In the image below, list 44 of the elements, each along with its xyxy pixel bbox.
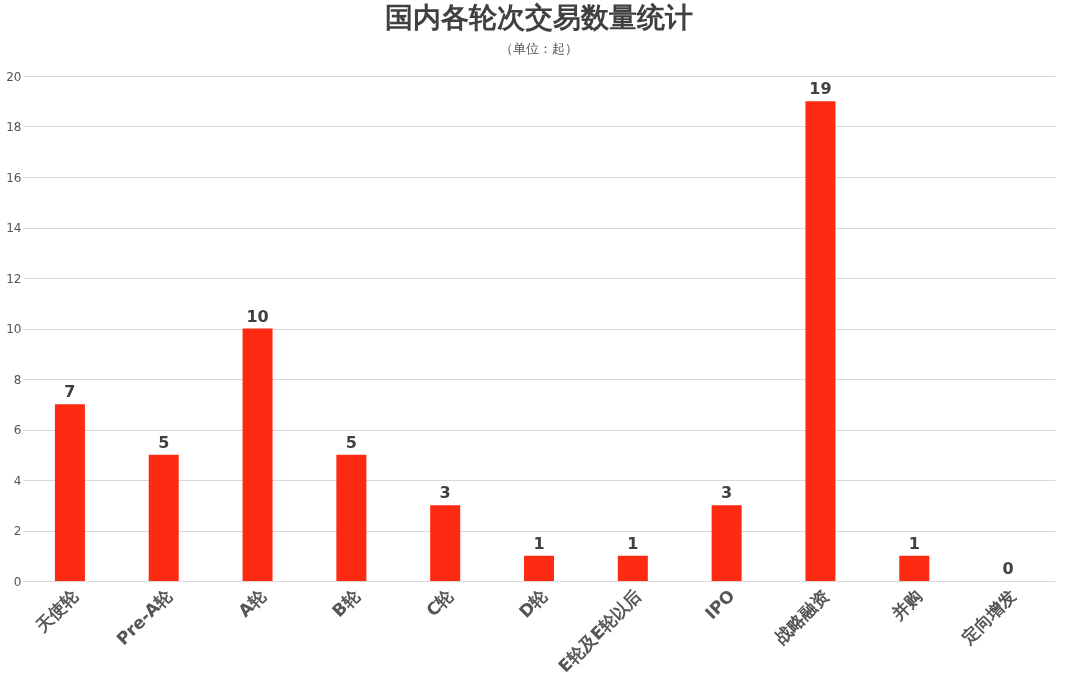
bar	[617, 555, 648, 581]
data-label: 10	[246, 306, 269, 326]
y-tick-label: 14	[6, 221, 22, 235]
data-label: 0	[1002, 559, 1014, 578]
x-tick-label: 定向增发	[957, 585, 1021, 649]
y-tick-label: 12	[6, 271, 22, 286]
data-label: 3	[439, 483, 451, 503]
y-tick-label: 16	[6, 170, 22, 185]
chart-title: 国内各轮次交易数量统计	[385, 1, 693, 34]
data-label: 5	[158, 432, 170, 452]
bar	[805, 101, 836, 581]
y-tick-label: 0	[13, 574, 22, 589]
y-tick-label: 8	[13, 372, 22, 387]
data-label: 1	[533, 533, 545, 553]
x-tick-label: D轮	[514, 584, 552, 622]
x-tick-label: E轮及E轮以后	[554, 585, 645, 677]
data-label: 19	[809, 79, 832, 99]
bar	[336, 454, 367, 581]
bar	[523, 555, 555, 581]
bar	[899, 555, 930, 581]
bar	[148, 454, 179, 581]
y-tick-label: 18	[6, 120, 22, 134]
y-tick-label: 4	[13, 473, 22, 488]
x-tick-label: A轮	[234, 584, 271, 621]
x-tick-label: 战略融资	[770, 585, 833, 648]
y-tick-label: 6	[13, 423, 22, 437]
data-label: 7	[64, 382, 76, 402]
data-label: 1	[627, 533, 639, 553]
x-tick-label: IPO	[701, 585, 739, 624]
x-tick-label: 天使轮	[31, 584, 83, 637]
data-label: 3	[721, 483, 733, 503]
y-tick-label: 20	[6, 69, 22, 84]
data-label: 1	[908, 533, 920, 553]
x-tick-label: B轮	[328, 584, 365, 621]
y-tick-label: 2	[13, 524, 22, 538]
bar	[711, 505, 742, 581]
data-label: 5	[345, 432, 357, 452]
bar	[54, 404, 85, 581]
bar	[430, 505, 461, 581]
bar	[242, 328, 273, 581]
x-tick-label: 并购	[887, 585, 927, 625]
y-tick-label: 10	[6, 322, 22, 336]
x-tick-label: C轮	[422, 584, 458, 621]
chart-subtitle: （单位：起）	[500, 41, 578, 56]
